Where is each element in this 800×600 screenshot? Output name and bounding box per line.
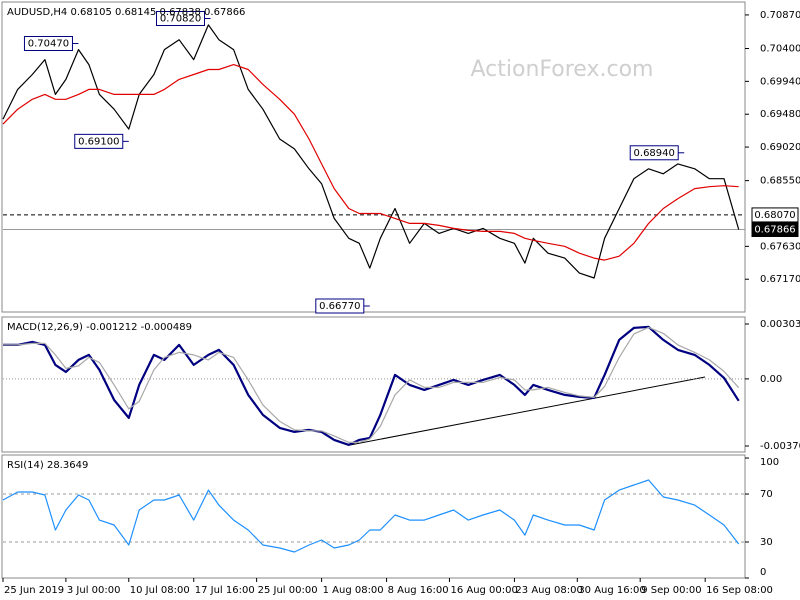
x-tick-label: 8 Aug 16:00 bbox=[388, 585, 449, 596]
y-tick-label: 0.69020 bbox=[760, 142, 800, 153]
annotation-label: 0.66770 bbox=[319, 301, 360, 312]
annotation-label: 0.69100 bbox=[78, 136, 119, 147]
annotation-box bbox=[629, 145, 679, 161]
series-line bbox=[3, 325, 740, 446]
x-tick-label: 17 Jul 16:00 bbox=[195, 585, 255, 596]
annotation-box bbox=[23, 36, 73, 51]
x-tick-label: 30 Aug 16:00 bbox=[578, 585, 645, 596]
series-line bbox=[2, 24, 740, 279]
annotation-label: 0.70470 bbox=[28, 39, 69, 50]
price-label-box bbox=[751, 222, 799, 237]
series-line bbox=[2, 479, 740, 553]
price-label: 0.67866 bbox=[754, 225, 795, 236]
y-tick-label: 100 bbox=[760, 457, 779, 468]
y-tick-label: 0.69940 bbox=[760, 76, 800, 87]
y-tick-label: 0.003031 bbox=[760, 319, 800, 330]
panel-title: RSI(14) 28.3649 bbox=[7, 460, 88, 471]
annotation-box bbox=[156, 11, 206, 26]
y-tick-label: 30 bbox=[760, 537, 773, 548]
x-tick-label: 10 Jul 08:00 bbox=[130, 585, 190, 596]
macd-trend-line bbox=[349, 376, 706, 446]
x-tick-label: 1 Aug 08:00 bbox=[323, 585, 384, 596]
panel-title: MACD(12,26,9) -0.001212 -0.000489 bbox=[7, 322, 192, 333]
watermark: ActionForex.com bbox=[471, 57, 654, 82]
panel-title: AUDUSD,H4 0.68105 0.68145 0.67838 0.6786… bbox=[7, 7, 245, 18]
y-tick-label: 0.70400 bbox=[760, 44, 800, 55]
y-tick-label: 0.00 bbox=[760, 374, 782, 385]
y-tick-label: 70 bbox=[760, 489, 773, 500]
x-tick-label: 9 Sep 00:00 bbox=[641, 585, 701, 596]
x-tick-label: 16 Sep 08:00 bbox=[706, 585, 773, 596]
annotation-box bbox=[315, 298, 365, 314]
y-tick-label: 0.70870 bbox=[760, 10, 800, 21]
x-tick-label: 16 Aug 00:00 bbox=[450, 585, 517, 596]
y-tick-label: 0.68550 bbox=[760, 176, 800, 187]
annotation-label: 0.70820 bbox=[160, 14, 201, 25]
x-tick-label: 25 Jul 00:00 bbox=[258, 585, 318, 596]
annotation-box bbox=[74, 133, 124, 149]
series-line bbox=[2, 63, 739, 261]
series-line bbox=[3, 326, 740, 443]
x-tick-label: 23 Aug 08:00 bbox=[515, 585, 582, 596]
panel-frame bbox=[1, 1, 746, 313]
x-tick-label: 25 Jun 2019 bbox=[4, 585, 64, 596]
x-tick-label: 3 Jul 00:00 bbox=[67, 585, 121, 596]
price-label: 0.68070 bbox=[754, 210, 795, 221]
y-tick-label: 0.67170 bbox=[760, 274, 800, 285]
annotation-label: 0.68940 bbox=[634, 148, 675, 159]
y-tick-label: -0.003706 bbox=[760, 441, 800, 452]
panel-frame bbox=[1, 316, 746, 453]
y-tick-label: 0 bbox=[760, 567, 766, 578]
price-label-box bbox=[751, 207, 799, 223]
y-tick-label: 0.69480 bbox=[760, 109, 800, 120]
panel-frame bbox=[1, 454, 746, 579]
y-tick-label: 0.67630 bbox=[760, 241, 800, 252]
